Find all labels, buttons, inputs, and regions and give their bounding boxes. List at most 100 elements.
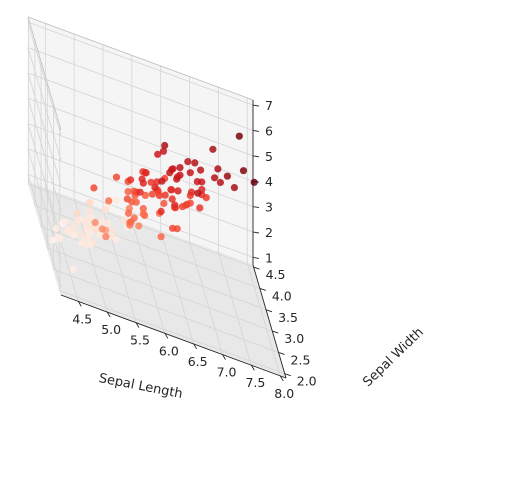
data-point — [159, 147, 168, 155]
data-point — [147, 178, 155, 186]
data-point — [168, 195, 176, 203]
x-tick-mark — [77, 301, 82, 307]
data-point — [101, 206, 109, 214]
y-gridline — [47, 247, 273, 332]
data-point — [112, 173, 121, 181]
y-tick-mark — [253, 266, 260, 270]
data-point — [139, 179, 147, 187]
data-point — [211, 174, 219, 182]
data-point — [235, 132, 243, 140]
data-point — [84, 221, 93, 229]
data-point — [186, 169, 194, 177]
data-point — [65, 228, 73, 236]
z-gridline — [27, 123, 62, 237]
data-point — [127, 176, 135, 184]
z-gridline — [27, 174, 62, 288]
y-tick-label: 2.5 — [291, 352, 311, 367]
data-point — [157, 233, 165, 241]
data-point — [89, 238, 98, 246]
y-tick-label: 4.0 — [272, 288, 292, 303]
y-gridline — [53, 269, 279, 353]
z-gridline — [27, 47, 62, 161]
data-point — [73, 217, 81, 225]
pane-edge — [27, 16, 62, 131]
x-tick-mark — [279, 375, 284, 382]
x-gridline — [189, 241, 223, 355]
y-tick-mark — [278, 351, 285, 355]
data-point — [155, 191, 163, 200]
x-gridline — [246, 262, 281, 376]
data-point — [85, 199, 93, 207]
data-point — [102, 233, 110, 241]
data-point — [82, 234, 90, 242]
z-gridline — [27, 72, 62, 186]
data-point — [108, 232, 116, 240]
z-tick-mark — [252, 155, 260, 158]
z-gridline — [27, 123, 254, 207]
z-tick-mark — [252, 130, 260, 132]
y-tick-label: 2.0 — [297, 374, 317, 389]
z-tick-label: 6 — [265, 123, 273, 138]
data-point — [141, 211, 149, 219]
data-point — [161, 191, 169, 199]
x-tick-mark — [193, 343, 198, 350]
data-point — [166, 169, 174, 177]
x-tick-label: 5.5 — [130, 333, 150, 348]
x-tick-label: 5.0 — [101, 322, 121, 337]
data-point — [98, 217, 106, 225]
data-point — [216, 178, 224, 187]
y-tick-label: 3.0 — [284, 331, 304, 346]
data-point — [169, 224, 177, 232]
data-point — [91, 219, 99, 227]
z-gridline — [27, 21, 62, 136]
y-gridline — [34, 205, 260, 289]
x-gridline — [160, 230, 195, 345]
data-point — [214, 165, 222, 173]
z-tick-label: 1 — [265, 250, 273, 265]
data-point — [239, 167, 248, 175]
data-point — [187, 188, 196, 196]
x-axis-line — [60, 294, 287, 379]
data-point — [161, 141, 169, 150]
data-point — [197, 166, 205, 174]
z-tick-label: 3 — [265, 200, 273, 215]
data-point — [78, 239, 86, 247]
data-point — [96, 231, 104, 239]
data-point — [158, 177, 166, 185]
x-tick-label: 6.5 — [188, 354, 208, 369]
data-point — [69, 265, 77, 273]
y-gridline — [40, 226, 267, 311]
z-tick-label: 5 — [265, 149, 273, 164]
z-gridline — [27, 98, 62, 212]
data-point — [154, 150, 162, 158]
data-point — [84, 241, 92, 249]
data-point — [196, 204, 204, 212]
x-tick-label: 4.5 — [72, 311, 92, 326]
data-point — [90, 184, 98, 192]
data-point — [223, 172, 231, 180]
data-point — [124, 188, 132, 196]
data-point — [120, 216, 128, 225]
x-axis-label: Sepal Length — [97, 371, 183, 402]
data-point — [77, 230, 85, 238]
data-point — [193, 178, 201, 186]
data-point — [148, 190, 156, 198]
data-point — [73, 209, 81, 217]
data-point — [230, 184, 238, 192]
data-point — [105, 197, 113, 205]
data-point — [176, 164, 184, 172]
data-point — [160, 199, 168, 208]
z-gridline — [27, 72, 254, 157]
data-point — [194, 189, 202, 197]
data-point — [141, 191, 149, 199]
x-gridline — [218, 252, 252, 366]
x-tick-mark — [164, 333, 169, 339]
x-tick-mark — [135, 322, 140, 328]
data-point — [135, 222, 143, 230]
data-point — [157, 207, 165, 215]
x-tick-label: 7.0 — [217, 365, 237, 380]
z-gridline — [27, 148, 62, 263]
data-point — [141, 169, 149, 177]
y-gridline — [59, 290, 285, 375]
